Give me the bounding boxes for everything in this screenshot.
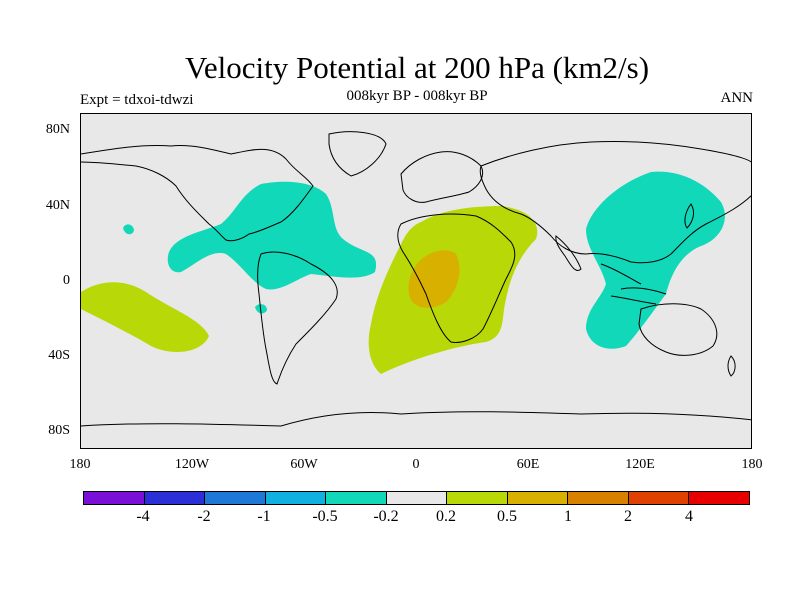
- colorbar-label: 4: [685, 508, 693, 525]
- experiment-label: Expt = tdxoi-tdwzi: [80, 92, 194, 108]
- anomaly-central-africa: [408, 250, 460, 308]
- colorbar-swatch: [568, 492, 629, 504]
- lon-label-60e: 60E: [516, 457, 540, 472]
- colorbar-swatch: [265, 492, 327, 504]
- lat-label-0: 0: [63, 273, 70, 288]
- colorbar-label: 0.5: [497, 508, 517, 525]
- colorbar-swatch: [447, 492, 508, 504]
- colorbar-swatch: [205, 492, 266, 504]
- colorbar-label: -2: [197, 508, 211, 525]
- colorbar-swatch: [507, 492, 569, 504]
- lon-label-60w: 60W: [290, 457, 318, 472]
- colorbar-label: 1: [564, 508, 572, 525]
- chart-subtitle: 008kyr BP - 008kyr BP: [346, 88, 488, 104]
- colorbar-label: 0.2: [436, 508, 456, 525]
- colorbar-swatch: [84, 492, 145, 504]
- anomaly-small-pacific: [123, 224, 134, 235]
- colorbar-label: 2: [624, 508, 632, 525]
- lon-label-120e: 120E: [625, 457, 655, 472]
- lat-label-80s: 80S: [48, 423, 70, 438]
- colorbar-label: -0.2: [373, 508, 399, 525]
- lat-label-80n: 80N: [45, 122, 70, 137]
- coastlines: [81, 131, 751, 427]
- anomaly-pacific-south: [81, 282, 209, 352]
- colorbar-label: -4: [136, 508, 150, 525]
- lat-label-40n: 40N: [45, 198, 70, 213]
- colorbar-swatch: [689, 492, 750, 504]
- colorbar-swatch: [386, 492, 448, 504]
- lat-label-40s: 40S: [48, 348, 70, 363]
- lon-label-120w: 120W: [174, 457, 210, 472]
- colorbar-swatch: [326, 492, 387, 504]
- map-panel: [80, 113, 752, 449]
- season-label: ANN: [720, 90, 754, 106]
- anomaly-north-america: [167, 181, 377, 290]
- colorbar-swatch: [144, 492, 206, 504]
- chart-title: Velocity Potential at 200 hPa (km2/s): [184, 50, 650, 85]
- colorbar-swatch: [628, 492, 690, 504]
- lon-label-180w: 180: [69, 457, 91, 472]
- lon-label-180e: 180: [741, 457, 763, 472]
- lon-label-0: 0: [412, 457, 420, 472]
- anomaly-east-asia: [586, 171, 725, 349]
- colorbar-label: -1: [257, 508, 271, 525]
- colorbar: [83, 491, 750, 505]
- colorbar-label: -0.5: [312, 508, 338, 525]
- map-svg: [81, 131, 751, 427]
